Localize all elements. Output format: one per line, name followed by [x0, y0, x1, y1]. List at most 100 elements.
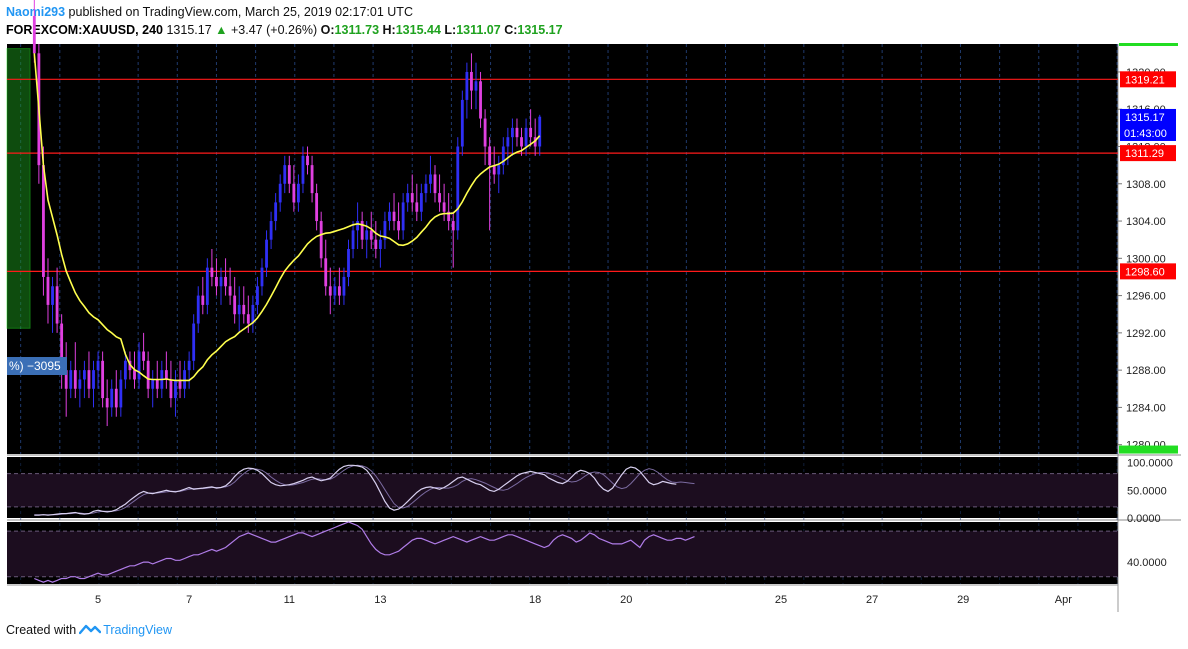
- x-tick-label: 20: [620, 594, 632, 606]
- close-label: C:: [504, 23, 518, 37]
- candle: [360, 211, 364, 249]
- candle: [497, 155, 501, 194]
- open-value: 1311.73: [334, 23, 380, 37]
- candle: [233, 276, 237, 324]
- position-label-box: [7, 357, 67, 375]
- candle-body: [287, 165, 291, 184]
- candle: [406, 183, 410, 212]
- y-tick-label: 1296.00: [1126, 291, 1166, 303]
- x-tick-label: 25: [775, 594, 787, 606]
- candle: [429, 155, 432, 194]
- tradingview-logo-icon: [78, 623, 102, 638]
- oscillator-axis-bg: [1119, 457, 1181, 518]
- candle-body: [378, 239, 382, 249]
- candle: [192, 314, 196, 371]
- candle: [538, 114, 542, 156]
- candle-body: [105, 398, 109, 408]
- last-price: 1315.17: [166, 23, 212, 37]
- candle: [401, 193, 405, 240]
- x-tick-label: 18: [529, 594, 541, 606]
- candle: [356, 202, 360, 249]
- candle-body: [251, 304, 255, 324]
- candle: [151, 370, 155, 408]
- oscillator-tick-label: 50.0000: [1127, 485, 1167, 497]
- candle: [237, 286, 241, 333]
- publish-line: Naomi293 published on TradingView.com, M…: [6, 5, 413, 19]
- candle: [392, 193, 396, 231]
- candle-body: [215, 276, 218, 287]
- candle-body: [155, 379, 159, 389]
- candle-body: [419, 193, 423, 212]
- oscillator-tick-label: 40.0000: [1127, 557, 1167, 569]
- candle-body: [196, 295, 200, 324]
- candle-body: [169, 379, 173, 399]
- candle: [224, 258, 227, 296]
- candle: [515, 118, 519, 147]
- candle-body: [319, 221, 323, 259]
- candle-body: [274, 202, 278, 222]
- candle: [55, 267, 59, 333]
- time-axis: [7, 585, 1118, 612]
- symbol-line: FOREXCOM:XAUUSD, 240 1315.17 ▲ +3.47 (+0…: [6, 23, 563, 37]
- candle: [438, 174, 441, 212]
- candle-body: [55, 286, 59, 324]
- candle-body: [515, 127, 519, 138]
- open-label: O:: [320, 23, 335, 37]
- candle: [501, 137, 505, 175]
- tradingview-brand-link[interactable]: TradingView: [103, 623, 172, 637]
- candle-body: [501, 146, 505, 166]
- candle-body: [360, 221, 364, 240]
- oscillator-line: [34, 521, 695, 583]
- candle-body: [324, 258, 328, 287]
- candle: [474, 62, 478, 110]
- candle: [78, 370, 82, 408]
- candle: [397, 202, 400, 240]
- candle: [73, 342, 77, 399]
- candle-body: [438, 193, 441, 203]
- y-tick-label: 1300.00: [1126, 253, 1166, 265]
- candle-body: [246, 314, 250, 324]
- candle-body: [465, 71, 469, 100]
- candle-body: [192, 323, 196, 361]
- candle-body: [310, 165, 314, 194]
- candle-body: [96, 360, 100, 371]
- candle: [123, 351, 127, 389]
- candle: [92, 360, 95, 408]
- candle: [87, 351, 91, 399]
- candle: [337, 267, 341, 305]
- candle-body: [351, 230, 355, 249]
- candle-body: [42, 165, 45, 277]
- candle-body: [397, 221, 400, 231]
- candle-body: [73, 370, 77, 389]
- candle: [251, 295, 255, 333]
- candle-body: [110, 388, 114, 408]
- bar-countdown-text: 01:43:00: [1124, 128, 1167, 140]
- candle-body: [356, 221, 360, 231]
- candle: [447, 193, 451, 231]
- candle-body: [415, 202, 419, 212]
- current-price-box: [1120, 108, 1176, 141]
- candle-body: [219, 276, 223, 287]
- author-link[interactable]: Naomi293: [6, 5, 66, 19]
- candle-body: [87, 370, 91, 389]
- candle: [511, 118, 514, 156]
- level-price-text: 1298.60: [1125, 266, 1165, 278]
- high-label: H:: [382, 23, 396, 37]
- candle-body: [151, 379, 155, 389]
- candle: [96, 351, 100, 389]
- candle: [465, 62, 469, 119]
- current-price-tag: 1315.17 01:43:00: [1120, 108, 1176, 141]
- level-price-text: 1319.21: [1125, 74, 1165, 86]
- candle-body: [256, 286, 259, 305]
- oscillator2: 40.0000: [7, 521, 1181, 584]
- candle: [506, 127, 510, 166]
- candle-body: [78, 379, 82, 389]
- y-tick-label: 1284.00: [1126, 402, 1166, 414]
- candle-body: [224, 276, 227, 287]
- candle-body: [69, 370, 73, 389]
- candle-body: [32, 16, 36, 54]
- candle-body: [233, 295, 237, 315]
- candle: [410, 174, 414, 212]
- candle: [114, 370, 118, 417]
